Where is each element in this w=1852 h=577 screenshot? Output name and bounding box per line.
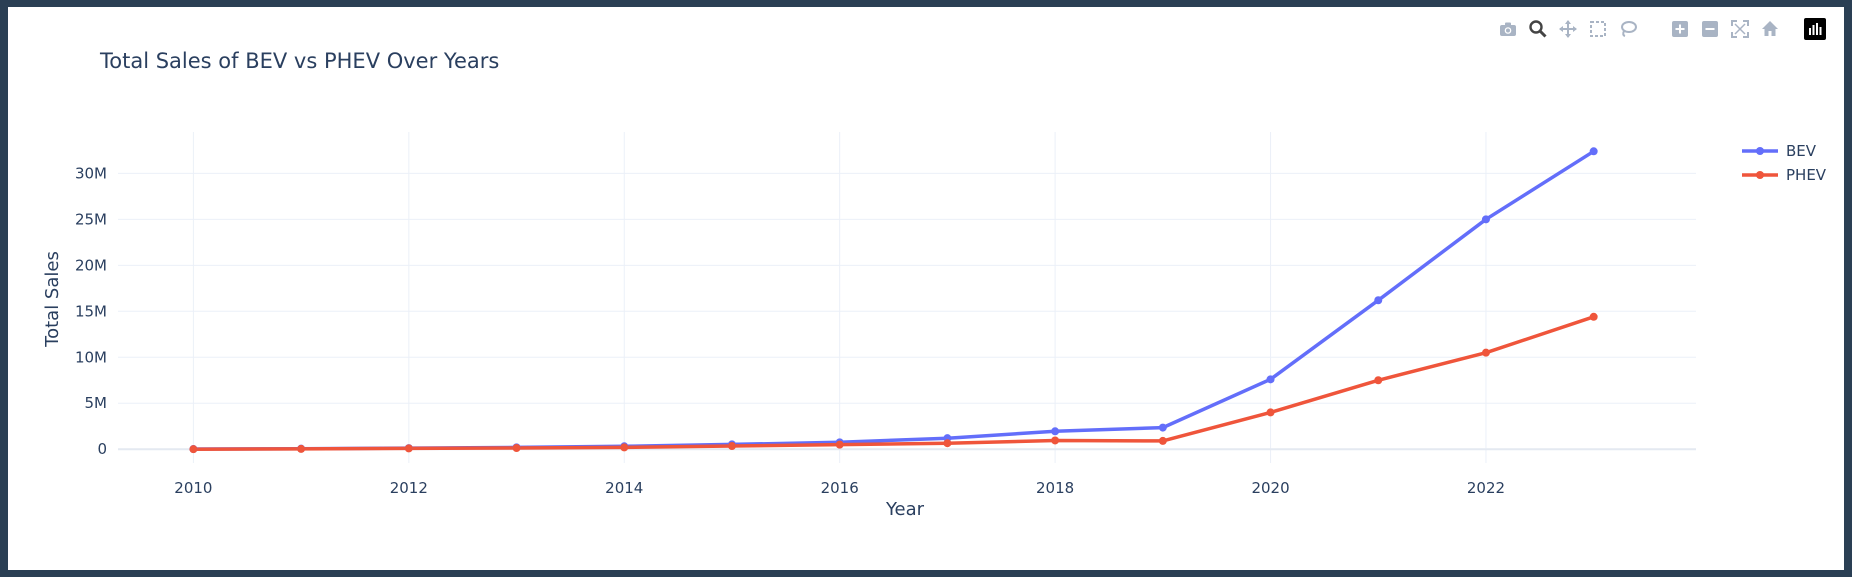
data-point-phev[interactable] xyxy=(620,443,629,452)
camera-icon[interactable] xyxy=(1496,17,1520,41)
y-tick-label: 10M xyxy=(75,348,107,366)
legend-label-phev[interactable]: PHEV xyxy=(1786,166,1827,184)
zoom-icon[interactable] xyxy=(1526,17,1550,41)
data-point-bev[interactable] xyxy=(1481,215,1490,224)
pan-icon[interactable] xyxy=(1556,17,1580,41)
x-tick-label: 2016 xyxy=(821,479,859,497)
y-tick-label: 15M xyxy=(75,302,107,320)
x-tick-labels: 2010 2012 2014 2016 2018 2020 2022 xyxy=(174,479,1505,497)
data-point-bev[interactable] xyxy=(1051,427,1060,436)
y-tick-label: 20M xyxy=(75,256,107,274)
data-point-phev[interactable] xyxy=(1266,408,1275,417)
x-tick-label: 2014 xyxy=(605,479,643,497)
data-point-bev[interactable] xyxy=(1374,296,1383,305)
data-point-phev[interactable] xyxy=(404,444,413,453)
y-axis-title: Total Sales xyxy=(42,251,63,348)
x-gridlines xyxy=(192,132,1487,463)
modebar xyxy=(1496,17,1826,41)
data-point-phev[interactable] xyxy=(297,444,306,453)
data-point-phev[interactable] xyxy=(1374,376,1383,385)
series-layer xyxy=(189,147,1598,454)
data-point-phev[interactable] xyxy=(1158,436,1167,445)
plotly-logo-icon[interactable] xyxy=(1804,18,1826,40)
box-select-icon[interactable] xyxy=(1586,17,1610,41)
y-gridlines xyxy=(118,172,1696,451)
autoscale-icon[interactable] xyxy=(1728,17,1752,41)
x-tick-label: 2018 xyxy=(1036,479,1074,497)
y-tick-label: 0 xyxy=(97,440,107,458)
x-tick-label: 2020 xyxy=(1251,479,1289,497)
legend-label-bev[interactable]: BEV xyxy=(1786,142,1817,160)
data-point-phev[interactable] xyxy=(943,439,952,448)
chart-frame: Total Sales of BEV vs PHEV Over Years xyxy=(8,7,1844,570)
y-tick-label: 30M xyxy=(75,164,107,182)
data-point-phev[interactable] xyxy=(1589,312,1598,321)
chart-title: Total Sales of BEV vs PHEV Over Years xyxy=(100,49,500,73)
line-chart: 2010 2012 2014 2016 2018 2020 2022 0 5M 10M 15M 20… xyxy=(42,132,1827,520)
data-point-phev[interactable] xyxy=(512,444,521,453)
zoom-out-icon[interactable] xyxy=(1698,17,1722,41)
data-point-phev[interactable] xyxy=(835,440,844,449)
x-tick-label: 2010 xyxy=(174,479,212,497)
reset-axes-icon[interactable] xyxy=(1758,17,1782,41)
series-line-phev[interactable] xyxy=(193,315,1595,451)
legend: BEV PHEV xyxy=(1742,142,1827,184)
legend-marker-bev[interactable] xyxy=(1756,147,1764,155)
y-tick-label: 5M xyxy=(85,394,108,412)
legend-marker-phev[interactable] xyxy=(1756,171,1764,179)
data-point-bev[interactable] xyxy=(1266,375,1275,384)
data-point-bev[interactable] xyxy=(1158,423,1167,432)
data-point-bev[interactable] xyxy=(1589,147,1598,156)
lasso-select-icon[interactable] xyxy=(1616,17,1640,41)
data-point-phev[interactable] xyxy=(1051,436,1060,445)
x-tick-label: 2012 xyxy=(390,479,428,497)
data-point-phev[interactable] xyxy=(189,445,198,454)
data-point-phev[interactable] xyxy=(1481,348,1490,357)
zoom-in-icon[interactable] xyxy=(1668,17,1692,41)
data-point-phev[interactable] xyxy=(727,441,736,450)
x-tick-label: 2022 xyxy=(1467,479,1505,497)
y-tick-labels: 0 5M 10M 15M 20M 25M 30M xyxy=(75,164,107,458)
x-axis-title: Year xyxy=(885,499,925,520)
series-line-bev[interactable] xyxy=(193,149,1595,451)
y-tick-label: 25M xyxy=(75,210,107,228)
